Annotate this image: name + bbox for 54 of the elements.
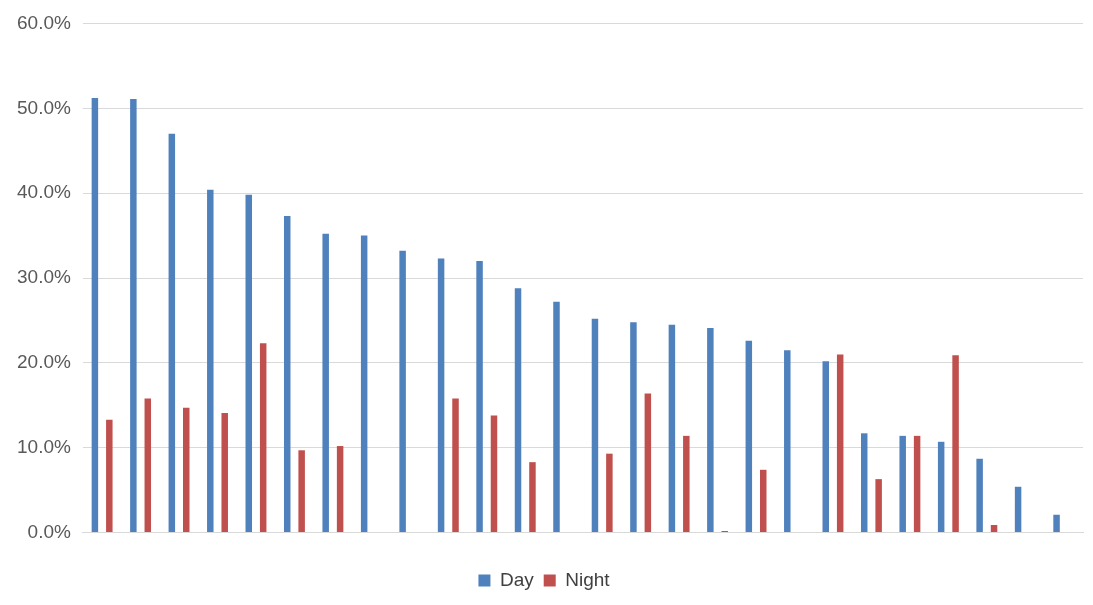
bar [990,524,998,533]
bar [298,450,305,533]
legend-label: Night [565,568,611,590]
bar [437,258,445,533]
bar [529,462,536,533]
bar [283,216,291,533]
bar [1014,486,1022,533]
y-tick-label: 0.0% [27,520,71,542]
bar [476,261,483,533]
bar [591,318,599,533]
bar [490,415,498,533]
bar [207,189,214,533]
bar [937,441,945,533]
bar [606,453,613,533]
bar [630,322,637,533]
y-tick-label: 20.0% [17,351,71,373]
bar [1053,514,1060,533]
bar [976,458,983,533]
bar [245,194,253,533]
bar [860,433,868,533]
bar [399,250,406,533]
bar [144,398,152,533]
bar [644,393,652,533]
bar [836,354,844,533]
y-tick-label: 40.0% [17,181,71,203]
bar [822,361,829,533]
bar [106,419,113,533]
bar [514,288,522,533]
bar [760,469,767,533]
y-tick-label: 50.0% [17,96,71,118]
bar [668,324,676,533]
bar [91,98,99,533]
bar [221,412,228,533]
y-tick-label: 60.0% [17,11,71,33]
y-tick-label: 30.0% [17,266,71,288]
bar [683,435,690,533]
y-tick-label: 10.0% [17,435,71,457]
bar [875,479,882,533]
bar [784,350,791,533]
bar [913,435,921,533]
bar [322,233,329,533]
bar [336,446,344,533]
bar [259,343,267,533]
bar [899,435,906,533]
bar [553,301,560,533]
bar [360,235,368,533]
bar [952,355,959,533]
bar [745,340,753,533]
bar [168,133,176,533]
bar [183,407,190,533]
bar [707,328,714,533]
bar [452,398,459,533]
legend-label: Day [499,568,535,590]
bar [130,98,137,533]
